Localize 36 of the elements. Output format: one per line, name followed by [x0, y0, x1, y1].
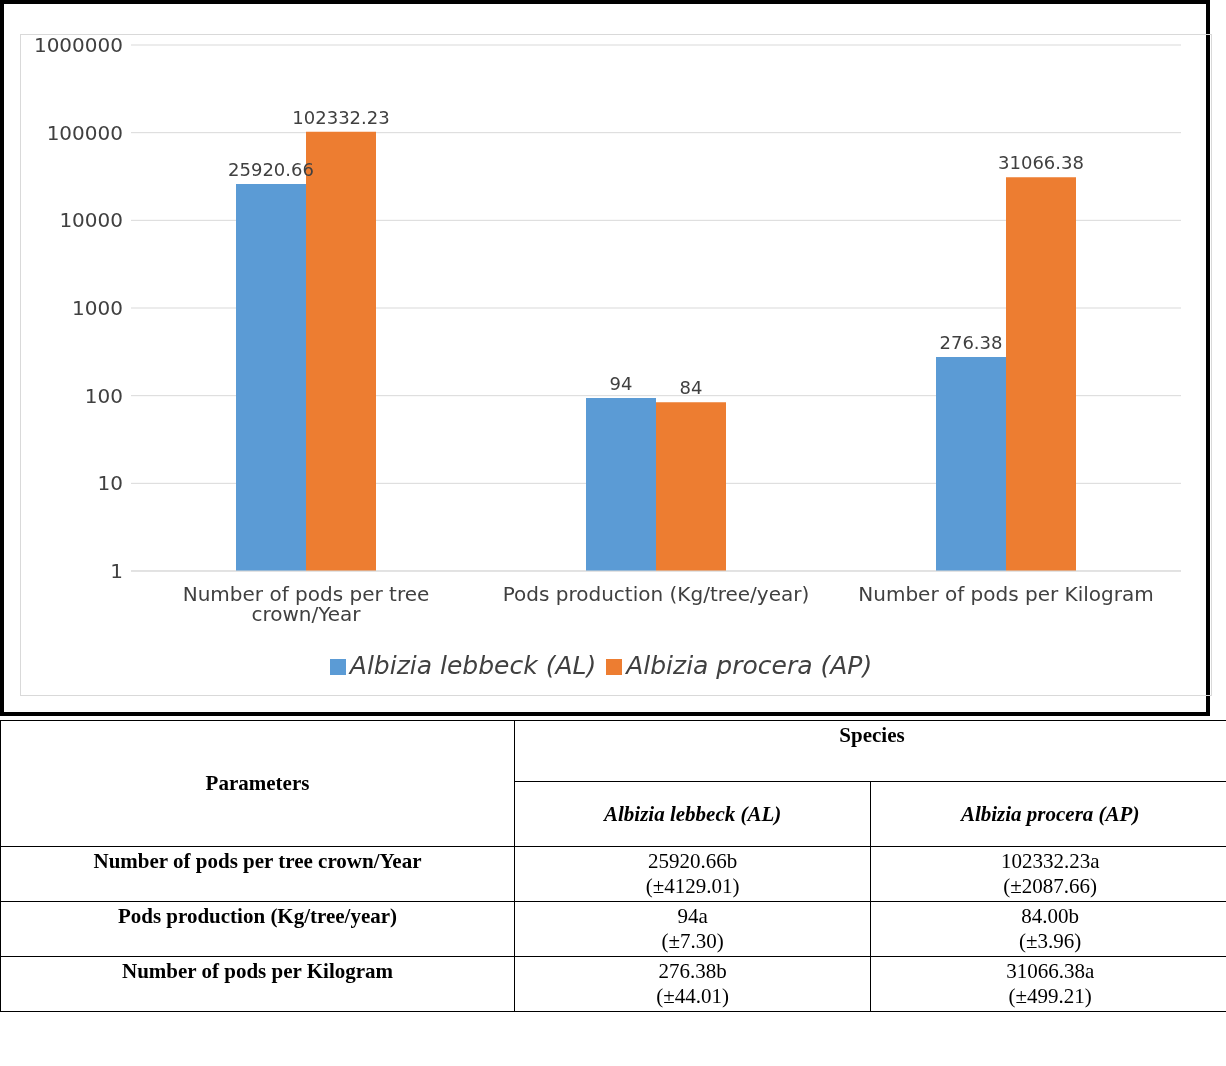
text: Parameters [0, 720, 515, 847]
text: Albizia procera (AP) [870, 781, 1226, 847]
text: Albizia lebbeck (AL) [514, 781, 871, 847]
text: (±7.30) [660, 929, 725, 954]
legend-label: Albizia lebbeck (AL) [349, 651, 597, 680]
x-tick-label: Number of pods per Kilogram [858, 582, 1154, 607]
text: Species [514, 720, 1226, 782]
y-tick-label: 1000000 [33, 33, 123, 58]
y-tick-label: 100000 [46, 120, 123, 145]
y-tick-label: 10 [97, 471, 123, 496]
text: (±2087.66) [1002, 874, 1099, 899]
text: 94a [676, 904, 709, 929]
text: (±3.96) [1018, 929, 1083, 954]
text: Number of pods per Kilogram [0, 956, 515, 1012]
y-tick-label: 10000 [59, 208, 123, 233]
y-tick-label: 100 [84, 383, 123, 408]
data-label: 276.38 [939, 331, 1003, 353]
text: Pods production (Kg/tree/year) [0, 901, 515, 957]
text: 276.38b [657, 959, 728, 984]
x-tick-label: Number of pods per tree crown/Year [182, 582, 430, 627]
data-label: 84 [679, 377, 703, 399]
legend-label: Albizia procera (AP) [626, 651, 873, 680]
text: 102332.23a [999, 849, 1101, 874]
text: (±44.01) [655, 984, 731, 1009]
text: 84.00b [1020, 904, 1081, 929]
text: (±499.21) [1007, 984, 1093, 1009]
text: (±4129.01) [644, 874, 741, 899]
text: 25920.66b [647, 849, 739, 874]
x-tick-label: Pods production (Kg/tree/year) [502, 582, 810, 607]
data-label: 31066.38 [998, 152, 1084, 174]
y-tick-label: 1 [110, 559, 123, 584]
data-label: 102332.23 [292, 106, 390, 128]
text: 31066.38a [1005, 959, 1096, 984]
text: Number of pods per tree crown/Year [0, 846, 515, 902]
data-label: 94 [609, 373, 633, 395]
y-tick-label: 1000 [72, 296, 123, 321]
